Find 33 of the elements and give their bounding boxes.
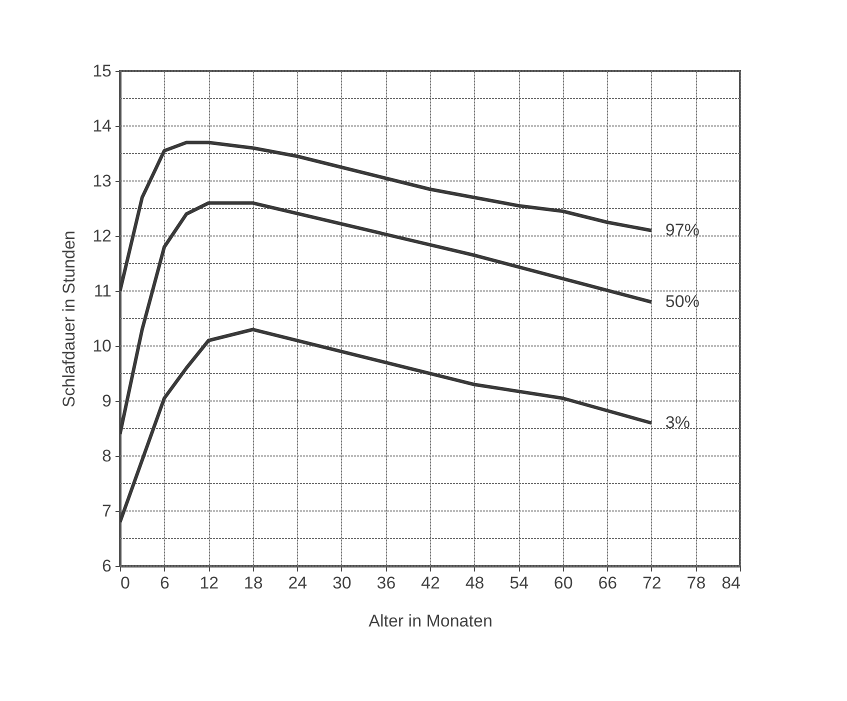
y-tick-label: 11: [94, 282, 112, 300]
line-series: [120, 201, 654, 436]
series-label: 50%: [665, 292, 700, 311]
x-tick-label: 66: [598, 574, 618, 592]
y-tick-label: 15: [92, 62, 112, 80]
x-tick-label: 60: [554, 574, 573, 592]
y-tick-label: 9: [102, 392, 112, 410]
x-axis-title: Alter in Monaten: [368, 612, 492, 630]
x-tick-label: 72: [642, 574, 662, 592]
series-label: 97%: [665, 220, 700, 240]
y-tick-label: 12: [92, 226, 112, 246]
line-series: [120, 328, 654, 524]
x-tick-label: 42: [421, 574, 440, 592]
series-label: 3%: [665, 413, 690, 432]
y-tick-label: 7: [102, 502, 112, 520]
x-tick-label: 54: [510, 574, 529, 592]
x-tick-label: 24: [288, 574, 308, 592]
y-axis-title: Schlafdauer in Stunden: [60, 230, 79, 408]
x-tick-label: 84: [722, 574, 740, 592]
y-tick-label: 6: [102, 556, 112, 576]
x-tick-label: 6: [160, 574, 170, 592]
x-tick-label: 78: [686, 574, 706, 592]
y-tick-label: 8: [102, 446, 112, 466]
x-tick-label: 30: [332, 574, 352, 592]
x-tick-label: 18: [244, 574, 263, 592]
x-tick-label: 12: [200, 574, 219, 592]
y-tick-label: 13: [92, 172, 112, 190]
x-tick-label: 0: [120, 574, 130, 592]
line-series: [120, 140, 654, 293]
y-tick-label: 14: [92, 116, 112, 136]
x-tick-label: 48: [465, 574, 484, 592]
x-tick-label: 36: [376, 574, 396, 592]
y-tick-label: 10: [92, 336, 112, 356]
